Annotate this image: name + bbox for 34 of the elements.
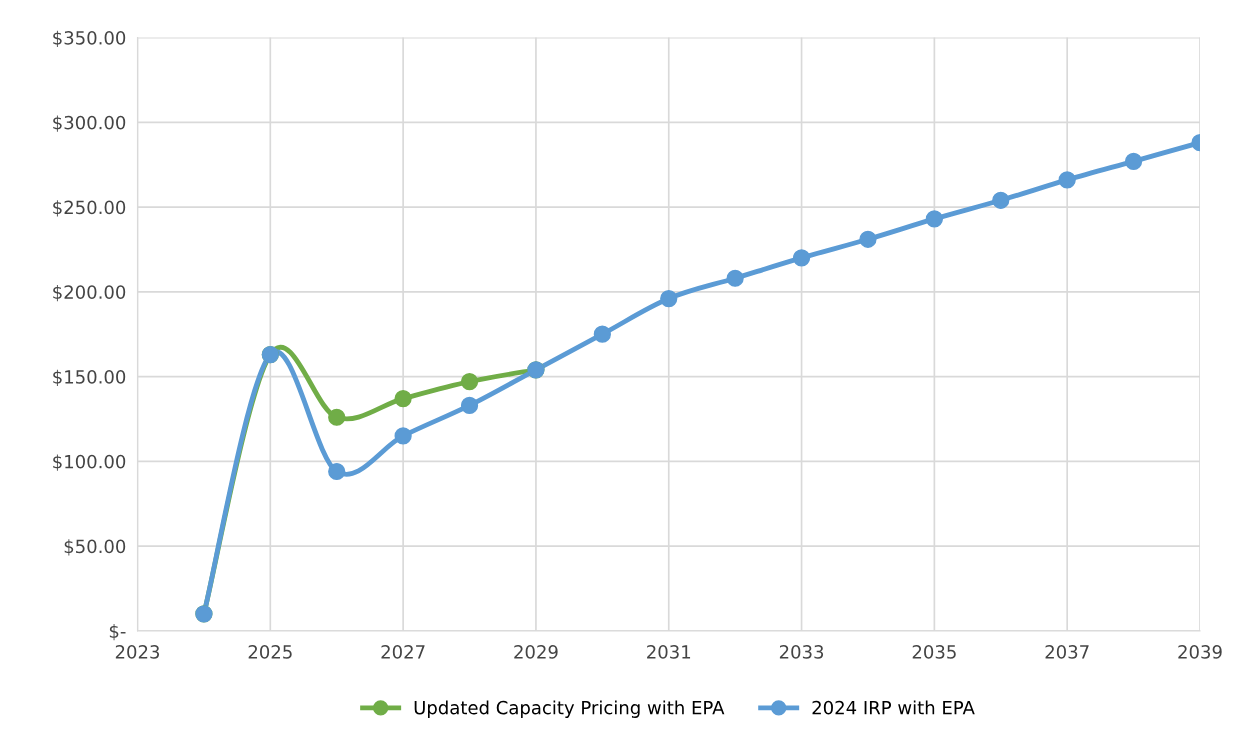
x-tick-label: 2023: [115, 645, 160, 659]
point: [460, 396, 479, 415]
x-tick-label: 2035: [912, 645, 956, 659]
x-tick-label: 2025: [248, 645, 292, 659]
point: [859, 230, 877, 248]
point: [328, 408, 346, 426]
x-tick-label: 2039: [1178, 645, 1222, 659]
legend-label: Updated Capacity Pricing with EPA: [414, 700, 725, 718]
point: [792, 249, 811, 267]
x-tick-label: 2031: [647, 645, 691, 659]
legend-label: 2024 IRP with EPA: [812, 700, 975, 715]
point: [394, 427, 412, 445]
y-tick-label: $200.00: [53, 284, 126, 302]
x-tick-label: 2037: [1045, 645, 1089, 659]
point: [1124, 152, 1143, 170]
x-tick-label: 2027: [381, 645, 425, 659]
y-tick-label: $250.00: [53, 200, 126, 217]
point: [726, 269, 744, 287]
point: [925, 210, 943, 228]
point: [992, 191, 1010, 209]
x-tick-label: 2029: [514, 645, 558, 659]
y-tick-label: $100.00: [53, 454, 126, 471]
point: [1058, 171, 1076, 189]
point: [460, 373, 479, 391]
point: [593, 325, 611, 343]
y-tick-label: $-: [109, 623, 126, 641]
x-tick-label: 2033: [779, 645, 824, 659]
point: [660, 289, 678, 308]
y-tick-label: $150.00: [53, 369, 126, 387]
point: [328, 462, 346, 481]
y-tick-label: $300.00: [53, 115, 126, 132]
y-tick-label: $50.00: [64, 539, 126, 556]
point: [394, 389, 412, 408]
y-tick-label: $350.00: [53, 30, 126, 48]
